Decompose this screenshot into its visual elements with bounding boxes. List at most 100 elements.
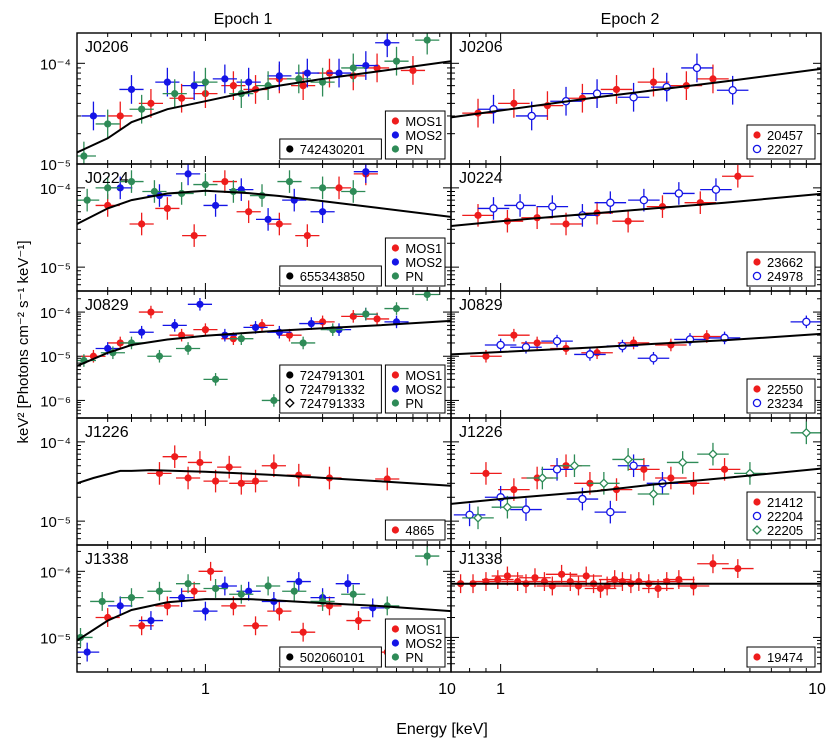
panel-title: J0829 [85,297,129,314]
data-point [80,152,88,160]
data-point [303,69,311,77]
data-point [598,478,609,489]
y-tick-label: 10⁻⁵ [40,514,71,531]
data-point [245,208,253,216]
data-point [299,628,307,636]
data-point [510,331,518,339]
series-22550 [470,328,723,363]
series-mos1 [95,164,378,247]
legend-marker [285,384,295,394]
legend-label: 23662 [767,255,803,270]
data-point [527,111,536,121]
data-point [104,344,112,353]
data-point [190,231,198,240]
data-point [295,75,303,83]
legend-label: 20457 [767,128,803,143]
legend: 502060101 [279,646,382,668]
legend-marker [391,385,399,393]
legend-marker [753,131,761,139]
data-point [585,350,595,359]
data-point [196,300,204,308]
series-24978 [477,178,732,227]
data-point [692,63,702,73]
y-tick-label: 10⁻⁴ [40,435,71,452]
series-22027 [477,53,749,131]
x-tick-label: 1 [201,681,210,698]
panel-title: J1338 [85,551,129,568]
y-tick-label: 10⁻⁴ [40,56,71,73]
data-point [362,310,370,318]
panel-title: J0829 [459,297,503,314]
legend-label: PN [405,396,423,411]
model-curve [77,60,451,154]
legend-label: MOS2 [405,382,442,397]
data-point [639,195,649,205]
model-curve [77,319,451,367]
legend-label: PN [405,650,423,665]
data-point [423,291,431,299]
data-point [138,328,146,336]
data-point [155,587,164,595]
data-point [275,72,283,80]
model-curve [451,67,821,119]
data-point [502,502,513,513]
data-point [245,78,253,86]
data-point [221,177,229,186]
legend-marker [286,371,294,379]
data-point [83,196,91,204]
data-point [155,352,164,360]
y-tick-label: 10⁻⁴ [40,564,71,581]
legend-label: MOS2 [405,255,442,270]
x-tick-label: 10 [438,681,456,698]
series-mos2 [81,33,400,131]
legend-marker [391,272,399,280]
data-point [104,120,112,128]
legend-marker [752,271,762,281]
data-point [649,78,658,86]
data-point [171,321,179,329]
data-point [654,584,662,593]
panel-j1338-epoch2: J1338 19474 [450,544,822,673]
legend-marker [753,653,761,661]
data-point [211,584,220,593]
data-series [77,164,378,247]
panels: 10⁻⁵10⁻⁴J0206MOS1MOS2PN742430201J0206204… [40,32,826,698]
panel-title: J0206 [85,39,129,56]
panel-title: J0224 [459,170,503,187]
data-point [582,572,590,580]
y-tick-label: 10⁻⁵ [40,260,71,277]
data-point [335,184,343,192]
data-point [127,594,136,602]
legend-box [746,124,816,160]
data-series [470,315,821,365]
data-point [496,340,505,350]
model-curve [77,598,451,642]
data-point [802,317,811,327]
data-point [251,622,260,630]
data-point [307,319,315,328]
data-point [184,580,192,588]
data-point [201,607,210,615]
data-point [221,75,229,83]
data-point [89,112,98,120]
data-point [373,315,381,323]
data-point [275,220,283,228]
data-point [104,184,112,192]
data-point [734,564,742,573]
data-point [229,602,237,610]
data-point [596,584,605,593]
data-point [299,82,307,90]
data-point [503,572,512,580]
data-point [196,458,204,467]
y-tick-label: 10⁻⁵ [40,349,71,366]
legend-marker [391,131,399,139]
legend-label: 19474 [767,650,803,665]
data-point [482,352,490,360]
